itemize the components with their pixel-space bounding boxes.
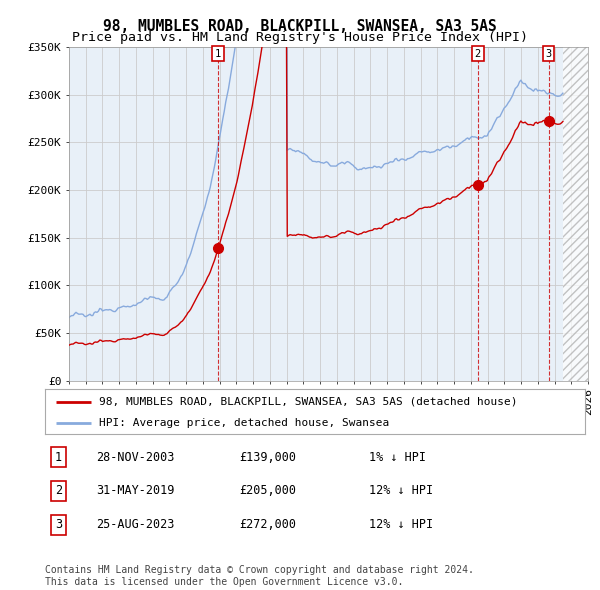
Text: 28-NOV-2003: 28-NOV-2003 [96, 451, 175, 464]
Text: 1: 1 [215, 49, 221, 59]
Text: 1% ↓ HPI: 1% ↓ HPI [369, 451, 426, 464]
Text: Price paid vs. HM Land Registry's House Price Index (HPI): Price paid vs. HM Land Registry's House … [72, 31, 528, 44]
Text: 98, MUMBLES ROAD, BLACKPILL, SWANSEA, SA3 5AS: 98, MUMBLES ROAD, BLACKPILL, SWANSEA, SA… [103, 19, 497, 34]
Bar [563, 47, 588, 381]
Text: 3: 3 [55, 518, 62, 531]
Text: 3: 3 [545, 49, 552, 59]
Text: 98, MUMBLES ROAD, BLACKPILL, SWANSEA, SA3 5AS (detached house): 98, MUMBLES ROAD, BLACKPILL, SWANSEA, SA… [99, 397, 517, 407]
Text: 2: 2 [55, 484, 62, 497]
Text: Contains HM Land Registry data © Crown copyright and database right 2024.
This d: Contains HM Land Registry data © Crown c… [45, 565, 474, 587]
Text: £205,000: £205,000 [239, 484, 296, 497]
Text: £272,000: £272,000 [239, 518, 296, 531]
Text: 2: 2 [475, 49, 481, 59]
Text: 12% ↓ HPI: 12% ↓ HPI [369, 484, 433, 497]
Text: 1: 1 [55, 451, 62, 464]
Text: 12% ↓ HPI: 12% ↓ HPI [369, 518, 433, 531]
Text: 25-AUG-2023: 25-AUG-2023 [96, 518, 175, 531]
Text: HPI: Average price, detached house, Swansea: HPI: Average price, detached house, Swan… [99, 418, 389, 428]
Text: 31-MAY-2019: 31-MAY-2019 [96, 484, 175, 497]
Text: £139,000: £139,000 [239, 451, 296, 464]
